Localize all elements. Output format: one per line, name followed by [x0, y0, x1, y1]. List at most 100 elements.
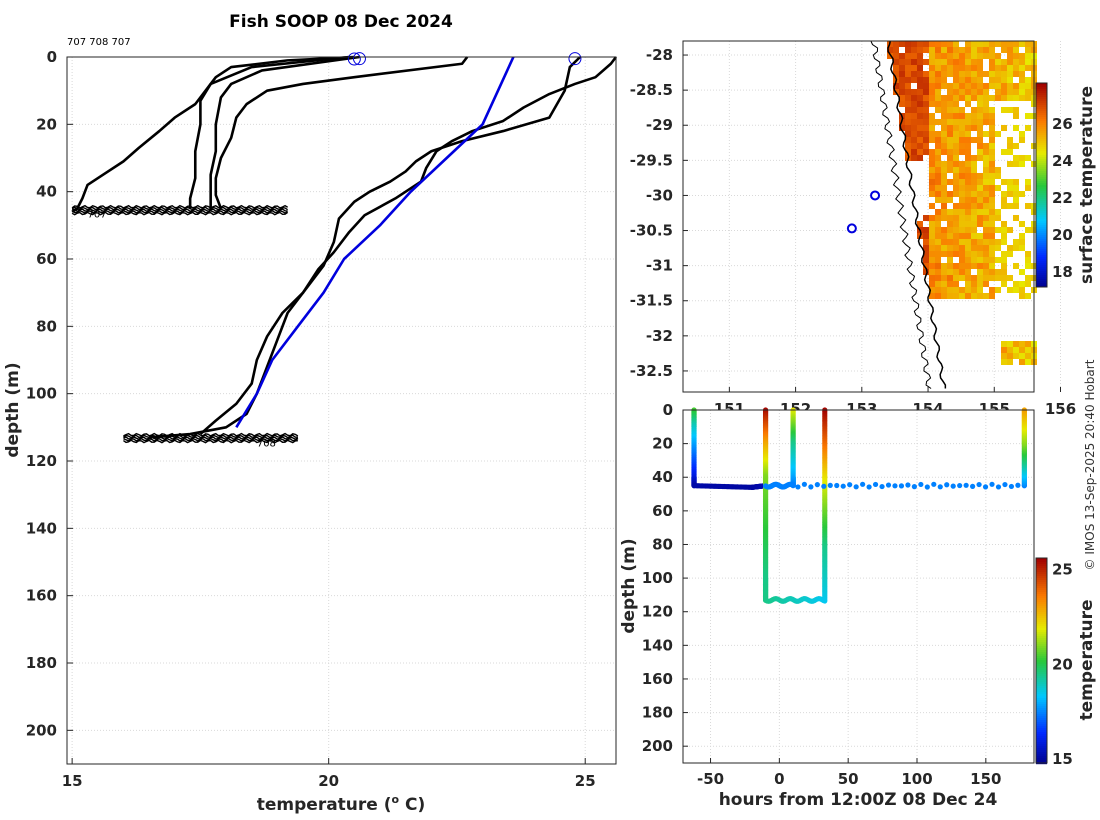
sst-pixel: [1007, 59, 1013, 65]
sst-pixel: [1001, 95, 1007, 101]
map-colorbar-segment: [1036, 207, 1047, 210]
map-colorbar-tick-label: 22: [1052, 189, 1073, 207]
map-colorbar-segment: [1036, 123, 1047, 126]
sst-pixel: [995, 173, 1001, 179]
sst-pixel: [953, 173, 959, 179]
sst-pixel: [947, 209, 953, 215]
sst-pixel: [929, 221, 935, 227]
sst-pixel: [959, 89, 965, 95]
map-y-tick-label: -28: [646, 46, 673, 64]
td-track-point: [860, 481, 866, 487]
sst-pixel: [965, 101, 971, 107]
sst-pixel: [1007, 179, 1013, 185]
map-colorbar-segment: [1036, 89, 1047, 92]
sst-pixel: [947, 119, 953, 125]
sst-pixel: [1001, 257, 1007, 263]
sst-pixel: [941, 59, 947, 65]
sst-pixel: [989, 71, 995, 77]
sst-pixel: [923, 263, 929, 269]
map-colorbar-segment: [1036, 209, 1047, 212]
map-colorbar-segment: [1036, 137, 1047, 140]
map-colorbar-segment: [1036, 147, 1047, 150]
sst-pixel: [1025, 227, 1031, 233]
sst-pixel: [965, 215, 971, 221]
sst-pixel: [935, 215, 941, 221]
td-colorbar-tick-label: 15: [1052, 750, 1073, 768]
sst-pixel: [941, 269, 947, 275]
sst-pixel: [941, 227, 947, 233]
sst-pixel: [995, 227, 1001, 233]
sst-pixel: [947, 101, 953, 107]
map-colorbar-segment: [1036, 189, 1047, 192]
sst-pixel: [1013, 161, 1019, 167]
sst-pixel: [917, 95, 923, 101]
map-y-tick-label: -31: [646, 257, 673, 275]
td-colorbar-segment: [1036, 644, 1047, 647]
sst-pixel: [947, 281, 953, 287]
sst-pixel: [989, 167, 995, 173]
sst-pixel: [941, 107, 947, 113]
td-colorbar-segment: [1036, 662, 1047, 665]
map-colorbar-segment: [1036, 107, 1047, 110]
sst-pixel: [977, 125, 983, 131]
td-colorbar-segment: [1036, 600, 1047, 603]
sst-pixel: [1001, 239, 1007, 245]
profile-annotation: 708: [257, 438, 276, 449]
sst-pixel: [929, 269, 935, 275]
sst-pixel: [941, 293, 947, 299]
td-track-point: [944, 482, 950, 488]
sst-pixel: [929, 173, 935, 179]
sst-pixel: [953, 107, 959, 113]
sst-pixel: [1001, 233, 1007, 239]
map-colorbar-segment: [1036, 211, 1047, 214]
sst-pixel: [947, 233, 953, 239]
sst-pixel: [977, 179, 983, 185]
map-colorbar-segment: [1036, 179, 1047, 182]
sst-pixel: [1007, 245, 1013, 251]
td-track-point: [892, 483, 898, 489]
td-colorbar-segment: [1036, 666, 1047, 669]
sst-pixel: [911, 53, 917, 59]
map-colorbar-segment: [1036, 173, 1047, 176]
sst-pixel: [1013, 143, 1019, 149]
sst-pixel: [989, 59, 995, 65]
sst-pixel: [989, 197, 995, 203]
sst-pixel: [935, 251, 941, 257]
sst-pixel: [977, 89, 983, 95]
sst-pixel: [923, 149, 929, 155]
profile-plot-area: [67, 57, 616, 764]
td-colorbar-segment: [1036, 642, 1047, 645]
td-colorbar-segment: [1036, 646, 1047, 649]
td-track-point: [795, 484, 801, 490]
sst-pixel: [947, 179, 953, 185]
sst-pixel: [983, 71, 989, 77]
td-colorbar-segment: [1036, 712, 1047, 715]
map-colorbar-segment: [1036, 157, 1047, 160]
sst-pixel: [1019, 269, 1025, 275]
td-colorbar-segment: [1036, 736, 1047, 739]
sst-pixel: [1025, 41, 1031, 47]
sst-pixel: [917, 149, 923, 155]
td-track-point: [872, 481, 879, 488]
sst-pixel: [1019, 131, 1025, 137]
map-colorbar-segment: [1036, 155, 1047, 158]
sst-pixel: [989, 269, 995, 275]
td-track-point: [775, 482, 782, 488]
sst-pixel: [995, 275, 1001, 281]
profile-y-tick-label: 100: [26, 385, 57, 403]
sst-pixel: [1001, 281, 1007, 287]
sst-pixel: [995, 59, 1001, 65]
td-colorbar-segment: [1036, 698, 1047, 701]
sst-pixel: [1013, 83, 1019, 89]
sst-pixel: [941, 137, 947, 143]
sst-pixel: [935, 101, 941, 107]
sst-pixel: [905, 59, 911, 65]
td-track-point: [970, 483, 976, 489]
sst-pixel: [995, 71, 1001, 77]
profile-y-tick-label: 40: [36, 183, 57, 201]
sst-pixel: [959, 77, 965, 83]
td-track-point: [821, 483, 827, 489]
sst-pixel: [1025, 347, 1031, 353]
sst-pixel: [1019, 65, 1025, 71]
sst-pixel: [947, 137, 953, 143]
